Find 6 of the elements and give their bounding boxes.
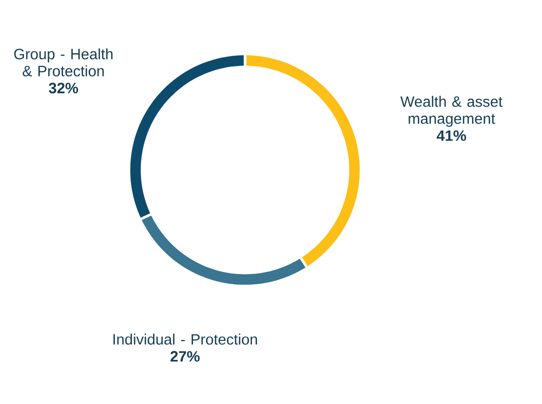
data-label: 27% bbox=[170, 351, 200, 362]
data-label: 41% bbox=[436, 130, 466, 141]
data-label: 32% bbox=[48, 82, 78, 94]
slice-label: Group - Health & Protection bbox=[14, 48, 112, 76]
slice-label: Individual - Protection bbox=[113, 334, 257, 345]
slice-label: Wealth & asset management bbox=[400, 96, 502, 127]
